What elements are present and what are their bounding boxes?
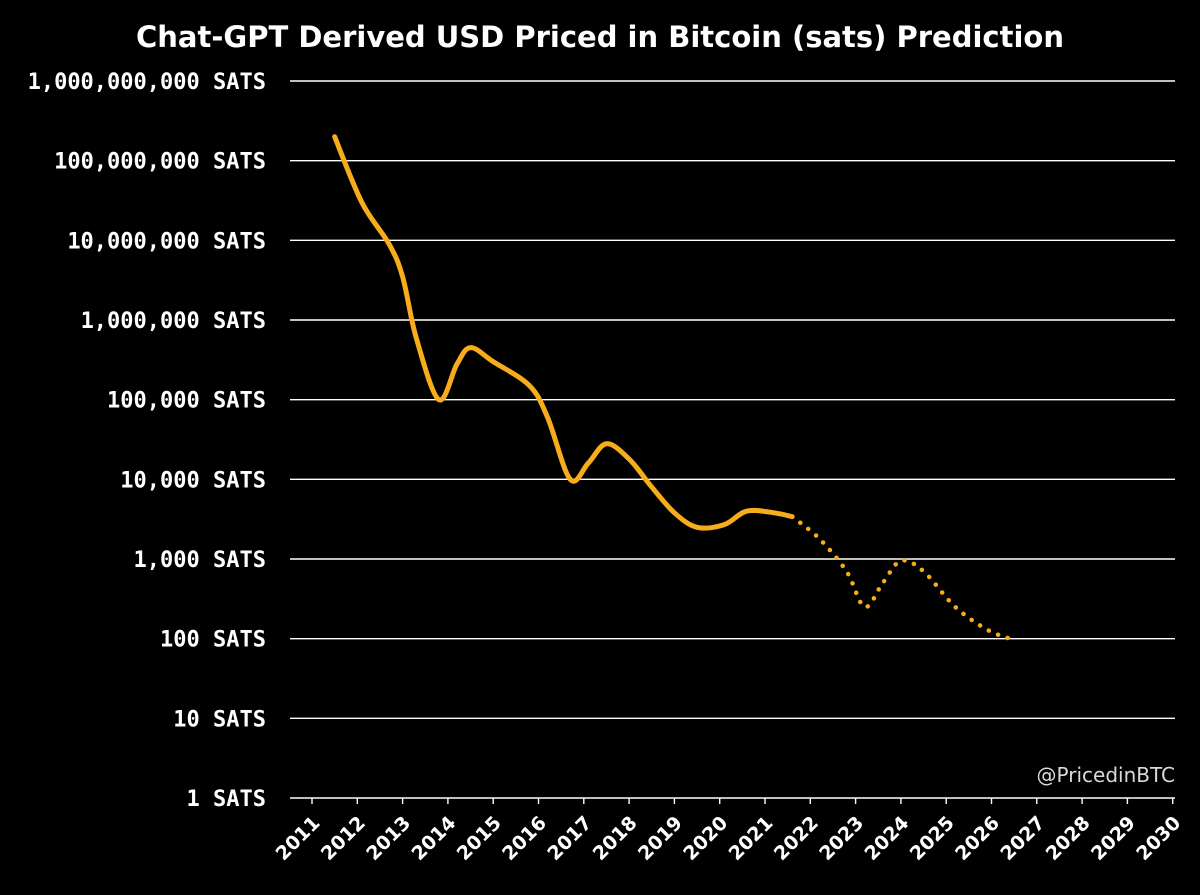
x-tick-label: 2029 bbox=[1087, 812, 1140, 865]
x-tick-label: 2026 bbox=[951, 812, 1004, 865]
watermark-handle: @PricedinBTC bbox=[1037, 763, 1175, 787]
x-tick-label: 2013 bbox=[362, 812, 415, 865]
x-tick-label: 2017 bbox=[543, 812, 596, 865]
prediction-series-line bbox=[789, 514, 1012, 641]
x-tick-label: 2019 bbox=[634, 812, 687, 865]
historical-series-line bbox=[332, 134, 795, 531]
x-tick-label: 2030 bbox=[1132, 812, 1185, 865]
grid-lines bbox=[290, 80, 1175, 799]
x-tick-label: 2012 bbox=[317, 812, 370, 865]
chart-title: Chat-GPT Derived USD Priced in Bitcoin (… bbox=[136, 20, 1064, 54]
y-tick-label: 10,000 SATS bbox=[120, 468, 266, 493]
x-tick-label: 2027 bbox=[996, 812, 1049, 865]
y-tick-label: 1 SATS bbox=[187, 787, 266, 812]
y-tick-label: 10 SATS bbox=[173, 707, 266, 732]
y-tick-label: 100,000,000 SATS bbox=[54, 150, 266, 175]
x-tick-label: 2018 bbox=[589, 812, 642, 865]
y-tick-label: 1,000,000 SATS bbox=[81, 309, 266, 334]
x-tick-label: 2015 bbox=[453, 812, 506, 865]
x-tick-label: 2011 bbox=[272, 812, 325, 865]
x-tick-label: 2014 bbox=[407, 812, 460, 865]
series-lines bbox=[332, 134, 1012, 641]
y-axis-ticks: 1 SATS 10 SATS 100 SATS 1,000 SATS 10,000 SA… bbox=[28, 70, 266, 812]
x-tick-label: 2016 bbox=[498, 812, 551, 865]
x-tick-label: 2020 bbox=[679, 812, 732, 865]
x-tick-label: 2023 bbox=[815, 812, 868, 865]
y-tick-label: 100,000 SATS bbox=[107, 389, 266, 414]
x-tick-label: 2021 bbox=[725, 812, 778, 865]
y-tick-label: 1,000,000,000 SATS bbox=[28, 70, 266, 95]
x-axis-ticks: 2011201220132014201520162017201820192020… bbox=[272, 798, 1185, 865]
y-tick-label: 10,000,000 SATS bbox=[67, 229, 266, 254]
x-tick-label: 2028 bbox=[1042, 812, 1095, 865]
x-tick-label: 2022 bbox=[770, 812, 823, 865]
x-tick-label: 2024 bbox=[860, 812, 913, 865]
y-tick-label: 1,000 SATS bbox=[134, 548, 266, 573]
y-tick-label: 100 SATS bbox=[160, 628, 266, 653]
x-tick-label: 2025 bbox=[906, 812, 959, 865]
